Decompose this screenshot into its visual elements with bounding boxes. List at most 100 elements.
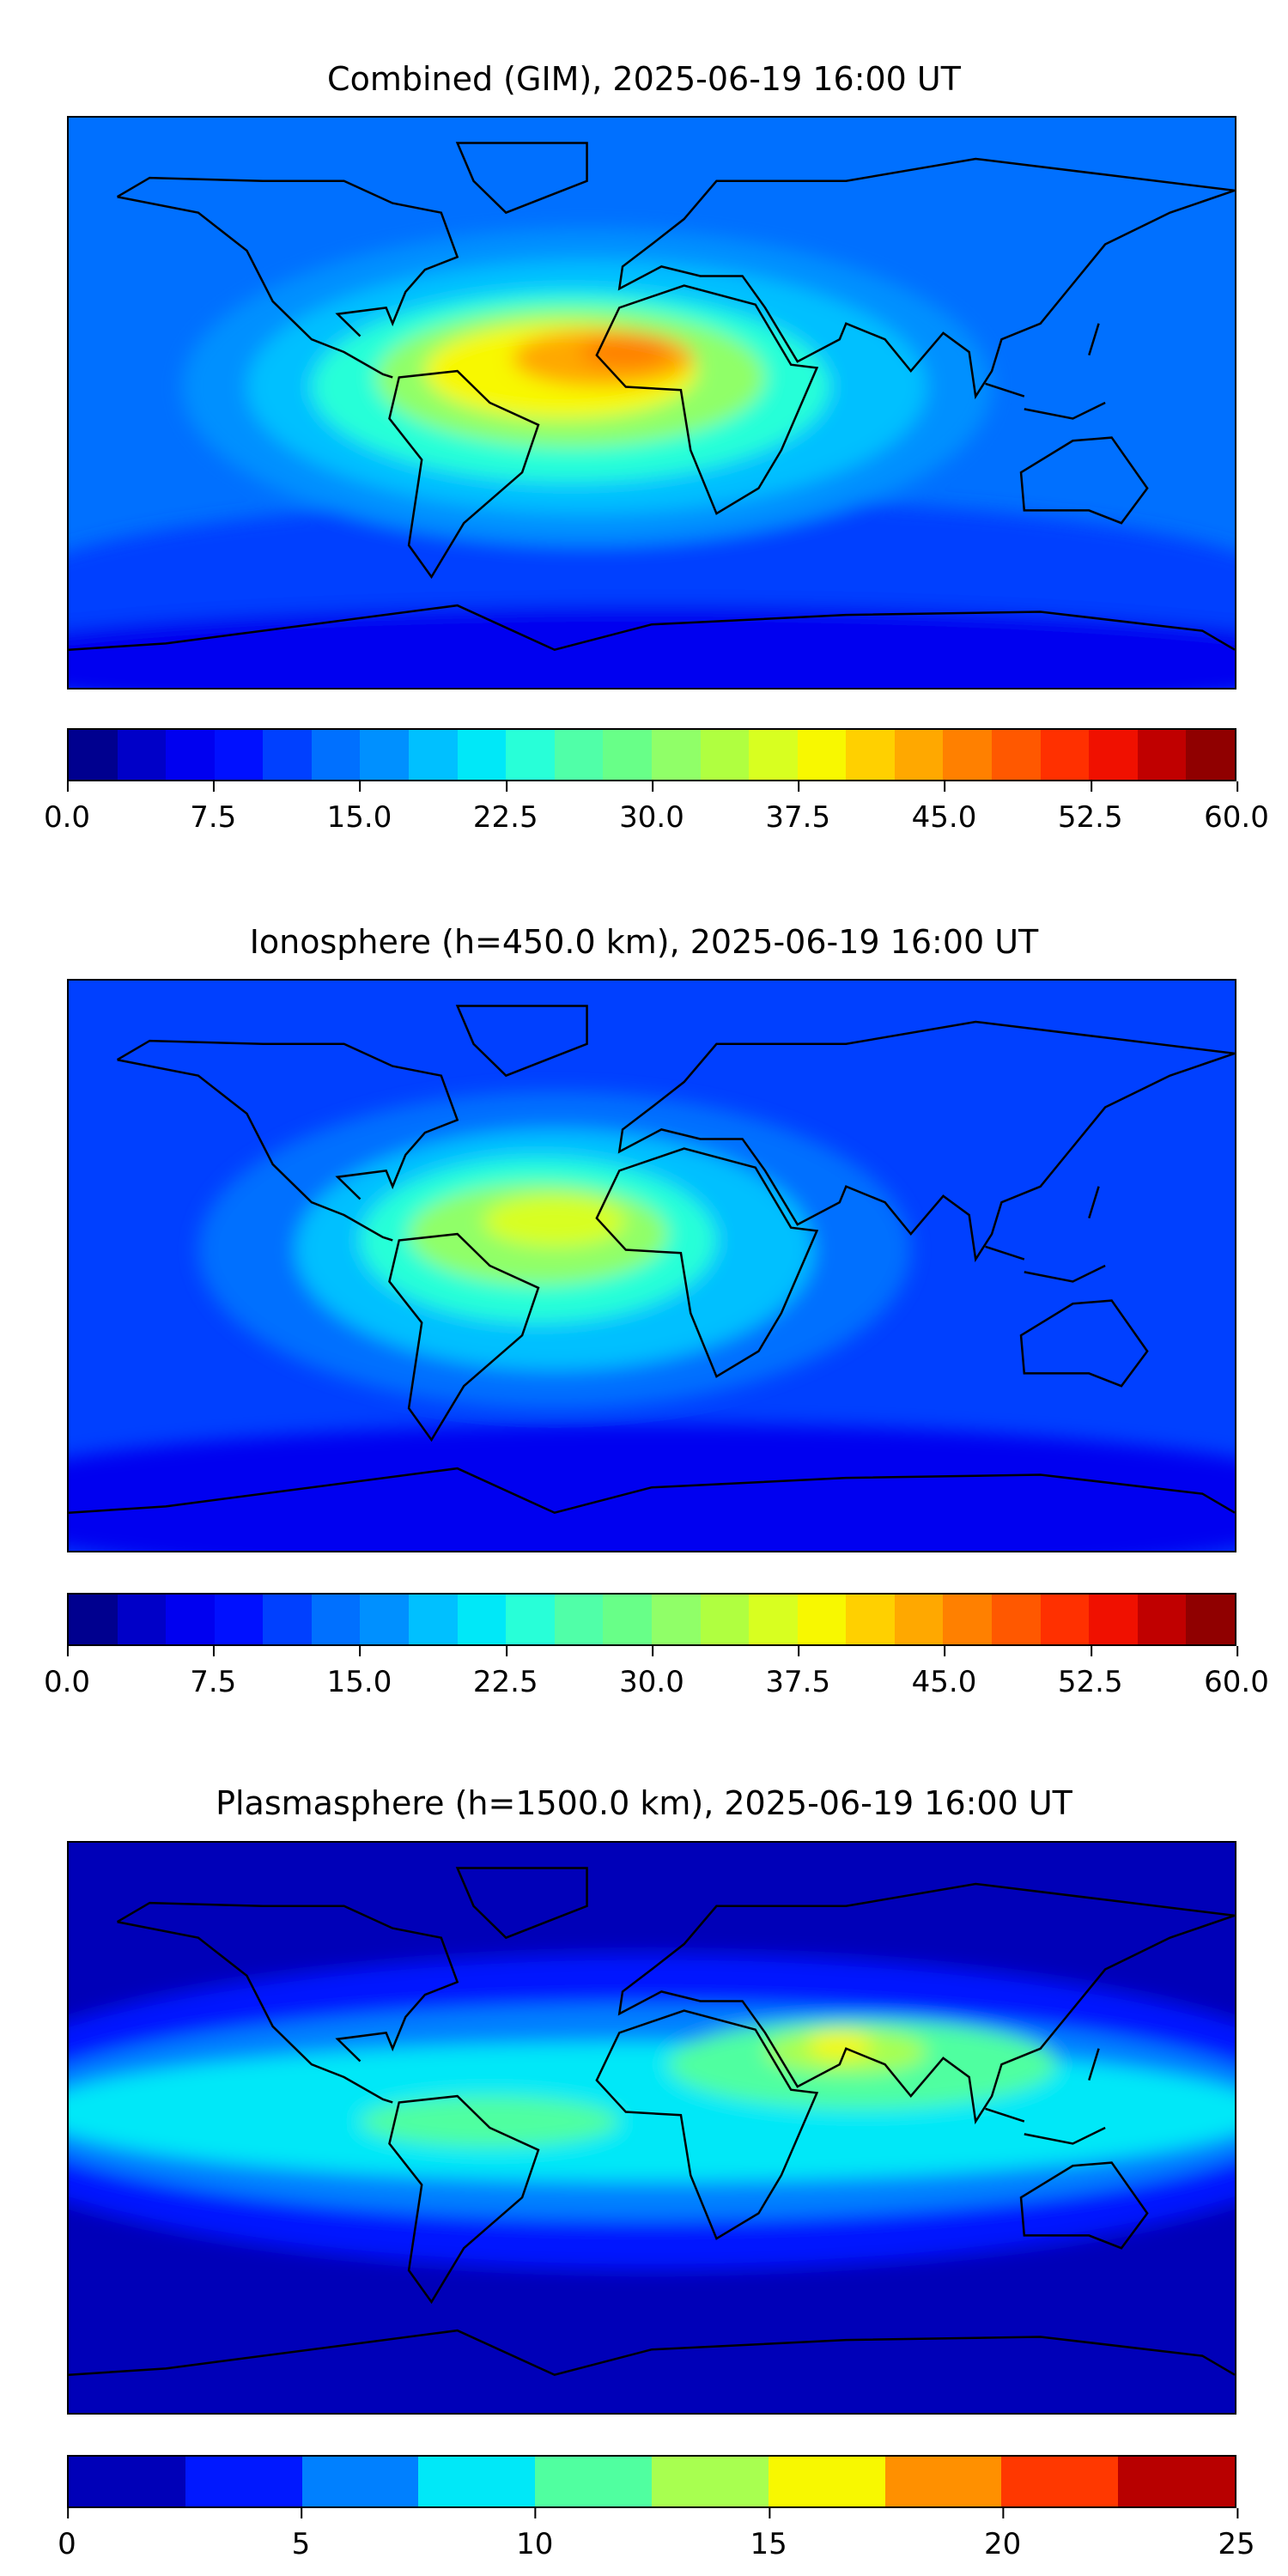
colorbar-bin	[409, 1595, 458, 1644]
contour-region	[580, 336, 671, 368]
colorbar-bin	[117, 730, 167, 780]
colorbar-bin	[535, 2457, 652, 2506]
colorbar-bin	[1089, 730, 1138, 780]
colorbar-bin	[311, 730, 361, 780]
colorbar-bin	[554, 730, 604, 780]
colorbar-bin	[1137, 1595, 1187, 1644]
colorbar-bin	[991, 1595, 1041, 1644]
colorbar-bin	[943, 1595, 992, 1644]
colorbar-bin	[409, 730, 458, 780]
coastline	[986, 324, 1106, 419]
coastline	[118, 1041, 458, 1240]
colorbar-bin	[991, 730, 1041, 780]
colorbar-bin	[1040, 1595, 1090, 1644]
colorbar-bin	[301, 2457, 419, 2506]
colorbar-tick-label: 15.0	[327, 781, 392, 835]
chart-title-combined: Combined (GIM), 2025-06-19 16:00 UT	[327, 60, 961, 98]
colorbar-tick-label: 0	[58, 2508, 76, 2561]
coastline	[619, 1022, 1235, 1260]
colorbar-tick-label: 22.5	[473, 1646, 538, 1699]
colorbar-tick-label: 20	[984, 2508, 1021, 2561]
colorbar-bin	[749, 730, 798, 780]
contour-region	[483, 1195, 626, 1247]
contour-region	[69, 2042, 1235, 2182]
colorbar-bin	[846, 1595, 895, 1644]
colorbar-tick-label: 15	[750, 2508, 787, 2561]
colorbar-bin	[457, 1595, 507, 1644]
colorbar-bin	[506, 1595, 555, 1644]
colorbar-bin	[214, 1595, 264, 1644]
colorbar-tick-label: 25	[1218, 2508, 1255, 2561]
coastline	[597, 286, 817, 514]
colorbar-bin	[894, 730, 944, 780]
colorbar-tick-label: 52.5	[1058, 1646, 1123, 1699]
colorbar-tick-label: 30.0	[619, 1646, 684, 1699]
colorbar-tick-label: 7.5	[190, 781, 236, 835]
colorbar-ionosphere	[67, 1593, 1236, 1646]
colorbar-bin	[1137, 730, 1187, 780]
coastline	[458, 143, 587, 213]
colorbar-plasmasphere	[67, 2455, 1236, 2508]
colorbar-bin	[700, 1595, 750, 1644]
coastline	[118, 178, 458, 377]
colorbar-bin	[651, 1595, 701, 1644]
colorbar-bin	[768, 2457, 885, 2506]
colorbar-tick-label: 0.0	[44, 781, 90, 835]
coastline	[69, 2330, 1235, 2375]
map-combined	[67, 116, 1236, 690]
colorbar-bin	[651, 2457, 769, 2506]
map-ionosphere	[67, 979, 1236, 1552]
colorbar-bin	[749, 1595, 798, 1644]
map-plasmasphere	[67, 1841, 1236, 2415]
colorbar-tick-label: 30.0	[619, 781, 684, 835]
colorbar-ticks-plasmasphere: 0 5 10 15 20 25	[58, 2508, 1255, 2561]
colorbar-bin	[457, 730, 507, 780]
colorbar-tick-label: 0.0	[44, 1646, 90, 1699]
colorbar-bin	[1040, 730, 1090, 780]
colorbar-bin	[1001, 2457, 1119, 2506]
contour-region	[69, 605, 1235, 688]
colorbar-bin	[69, 1595, 118, 1644]
colorbar-bin	[418, 2457, 536, 2506]
colorbar-tick-label: 15.0	[327, 1646, 392, 1699]
coastline	[389, 1234, 538, 1440]
colorbar-bin	[69, 730, 118, 780]
colorbar-bin	[263, 730, 312, 780]
colorbar-bin	[185, 2457, 302, 2506]
coastline	[69, 1468, 1235, 1513]
colorbar-tick-label: 45.0	[912, 781, 976, 835]
coastline	[597, 1149, 817, 1377]
coastline	[389, 2096, 538, 2302]
colorbar-tick-label: 22.5	[473, 781, 538, 835]
colorbar-bin	[506, 730, 555, 780]
coastline	[986, 1187, 1106, 1282]
colorbar-bin	[69, 2457, 185, 2506]
coastline	[458, 1006, 587, 1076]
colorbar-bin	[894, 1595, 944, 1644]
colorbar-bin	[1186, 730, 1235, 780]
coastline	[597, 2011, 817, 2239]
coastline	[1021, 438, 1147, 524]
colorbar-bin	[700, 730, 750, 780]
contour-region	[360, 2096, 620, 2148]
colorbar-bin	[166, 730, 215, 780]
colorbar-bin	[884, 2457, 1002, 2506]
colorbar-bin	[311, 1595, 361, 1644]
coastline	[619, 159, 1235, 397]
colorbar-tick-label: 37.5	[765, 1646, 830, 1699]
colorbar-bin	[651, 730, 701, 780]
colorbar-tick-label: 45.0	[912, 1646, 976, 1699]
colorbar-bin	[360, 1595, 410, 1644]
colorbar-tick-label: 37.5	[765, 781, 830, 835]
coastline	[1021, 2163, 1147, 2249]
colorbar-ticks-ionosphere: 0.0 7.5 15.0 22.5 30.0 37.5 45.0 52.5 60.0	[44, 1646, 1269, 1699]
colorbar-combined	[67, 728, 1236, 781]
colorbar-bin	[603, 1595, 652, 1644]
chart-title-ionosphere: Ionosphere (h=450.0 km), 2025-06-19 16:0…	[249, 923, 1039, 961]
colorbar-tick-label: 5	[292, 2508, 310, 2561]
coastline	[69, 605, 1235, 650]
colorbar-bin	[263, 1595, 312, 1644]
coastline	[1021, 1301, 1147, 1387]
colorbar-bin	[846, 730, 895, 780]
colorbar-bin	[360, 730, 410, 780]
